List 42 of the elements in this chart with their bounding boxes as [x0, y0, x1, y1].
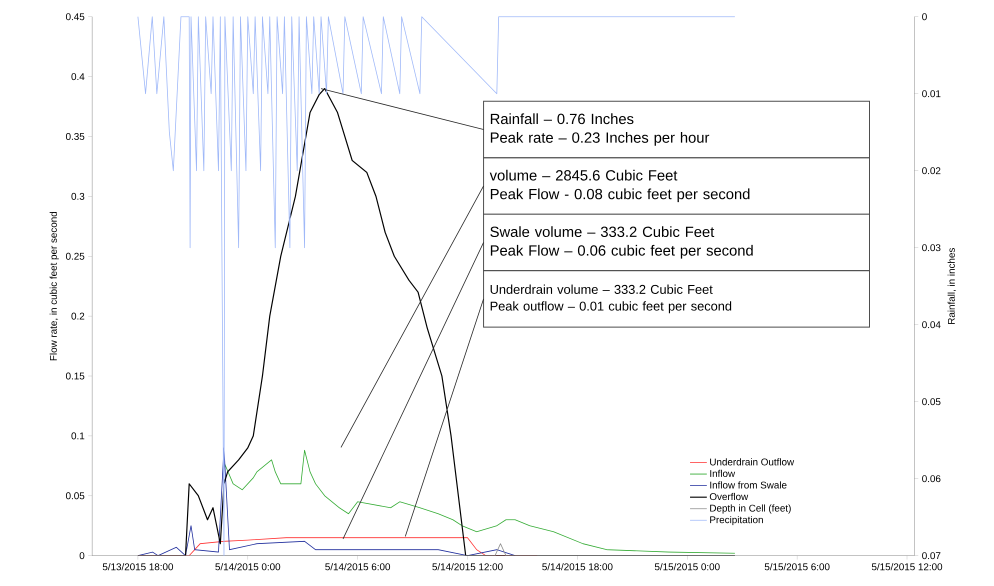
y2-axis-title: Rainfall, in inches — [948, 248, 956, 324]
y-tick-label: 0.2 — [71, 312, 84, 320]
y-tick-label: 0.25 — [66, 252, 84, 260]
y-tick-label: 0.35 — [66, 132, 84, 140]
annotation: Underdrain volume – 333.2 Cubic Feet — [490, 284, 713, 294]
legend-label: Overflow — [710, 492, 748, 500]
legend-label: Depth in Cell (feet) — [710, 504, 791, 514]
y2-tick-label: 0.05 — [922, 398, 940, 406]
x-tick-label: 5/13/2015 18:00 — [102, 563, 174, 570]
y-tick-label: 0.4 — [71, 73, 84, 80]
y-tick-label: 0.3 — [71, 192, 84, 200]
y-tick-label: 0.1 — [71, 432, 84, 440]
legend-label: Precipitation — [710, 516, 763, 526]
y-tick-label: 0.05 — [66, 492, 84, 500]
annotation: volume – 2845.6 Cubic Feet — [490, 170, 678, 180]
x-tick-label: 5/14/2015 0:00 — [215, 563, 280, 570]
x-tick-label: 5/14/2015 6:00 — [325, 563, 390, 570]
x-tick-label: 5/15/2015 0:00 — [654, 563, 720, 570]
x-tick-label: 5/14/2015 18:00 — [542, 563, 613, 570]
legend-label: Underdrain Outflow — [710, 458, 794, 466]
y2-tick-label: 0.07 — [922, 552, 940, 560]
annotation: Swale volume – 333.2 Cubic Feet — [490, 226, 714, 237]
x-tick-label: 5/14/2015 12:00 — [432, 563, 503, 570]
legend-label: Inflow — [710, 470, 736, 477]
annotation: Peak outflow – 0.01 cubic feet per second — [490, 301, 732, 314]
y-tick-label: 0.45 — [66, 13, 84, 20]
legend-label: Inflow from Swale — [710, 481, 787, 488]
y2-tick-label: 0.06 — [922, 475, 940, 482]
annotation: Peak Flow - 0.08 cubic feet per second — [490, 188, 750, 202]
y-tick-label: 0.15 — [66, 372, 84, 380]
y-axis-title: Flow rate, in cubic feet per second — [50, 212, 59, 360]
annotation: Peak Flow – 0.06 cubic feet per second — [490, 244, 753, 259]
x-tick-label: 5/15/2015 6:00 — [764, 563, 830, 570]
y2-tick-label: 0.04 — [922, 321, 941, 328]
annotation: Rainfall – 0.76 Inches — [490, 113, 634, 124]
y-tick-label: 0 — [80, 552, 84, 560]
y2-tick-label: 0 — [922, 13, 927, 20]
y2-tick-label: 0.01 — [922, 90, 940, 98]
y2-tick-label: 0.02 — [922, 167, 940, 174]
annotation: Peak rate – 0.23 Inches per hour — [490, 132, 710, 146]
y2-tick-label: 0.03 — [922, 244, 940, 252]
x-tick-label: 5/15/2015 12:00 — [872, 563, 942, 570]
